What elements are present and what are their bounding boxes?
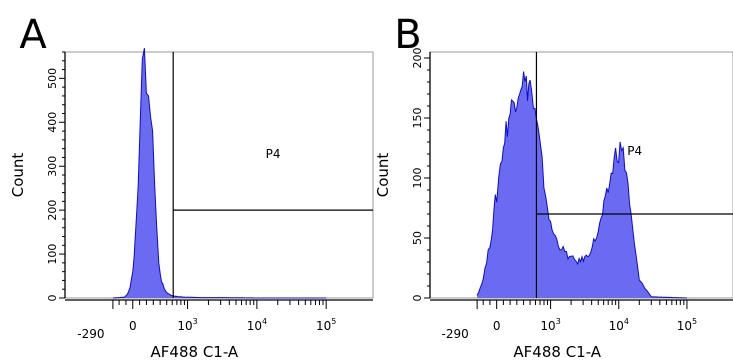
- x-axis: -290 0 103 104 105: [430, 299, 733, 341]
- y-tick-label: 100: [46, 244, 59, 265]
- x-tick-label: -290: [442, 327, 469, 341]
- y-tick-label: 200: [46, 200, 59, 221]
- y-axis-label: Count: [9, 153, 27, 198]
- histogram-outline: [476, 71, 687, 299]
- plot-frame: [64, 51, 374, 299]
- panel-a: A P4 0 100 200 300 400 500 -290 0 103 104 105 Cou…: [9, 12, 374, 361]
- y-tick-label: 200: [411, 48, 424, 69]
- x-tick-label: 103: [540, 317, 560, 333]
- y-tick-label: 400: [46, 112, 59, 133]
- x-tick-label: 0: [493, 319, 501, 333]
- x-tick-label: 105: [677, 317, 697, 333]
- x-axis-label: AF488 C1-A: [151, 343, 239, 361]
- histogram-area: [477, 71, 687, 298]
- x-tick-label: 104: [609, 317, 629, 333]
- panel-letter: A: [19, 12, 47, 58]
- histogram-area: [112, 48, 327, 298]
- y-tick-label: 100: [411, 168, 424, 189]
- x-axis: -290 0 103 104 105: [65, 299, 373, 341]
- y-tick-label: 300: [46, 156, 59, 177]
- y-axis: 0 50 100 150 200: [411, 48, 431, 302]
- gate-label: P4: [266, 147, 281, 161]
- y-axis-label: Count: [374, 153, 392, 198]
- x-tick-label: 103: [177, 317, 197, 333]
- x-tick-label: 104: [247, 317, 267, 333]
- y-tick-label: 0: [411, 295, 424, 302]
- y-tick-label: 50: [411, 231, 424, 245]
- panel-letter: B: [394, 12, 421, 58]
- y-tick-label: 500: [46, 68, 59, 89]
- x-tick-label: 0: [129, 319, 137, 333]
- x-axis-label: AF488 C1-A: [513, 343, 601, 361]
- y-axis: 0 100 200 300 400 500: [46, 51, 66, 302]
- y-tick-label: 150: [411, 108, 424, 129]
- histogram-outline: [112, 48, 327, 299]
- x-tick-label: -290: [77, 327, 104, 341]
- panel-b: B P4 0 50 100 150 200 -290 0 103 104 105 Count A…: [374, 12, 733, 361]
- x-tick-label: 105: [316, 317, 336, 333]
- gate-label: P4: [627, 144, 642, 158]
- y-tick-label: 0: [46, 295, 59, 302]
